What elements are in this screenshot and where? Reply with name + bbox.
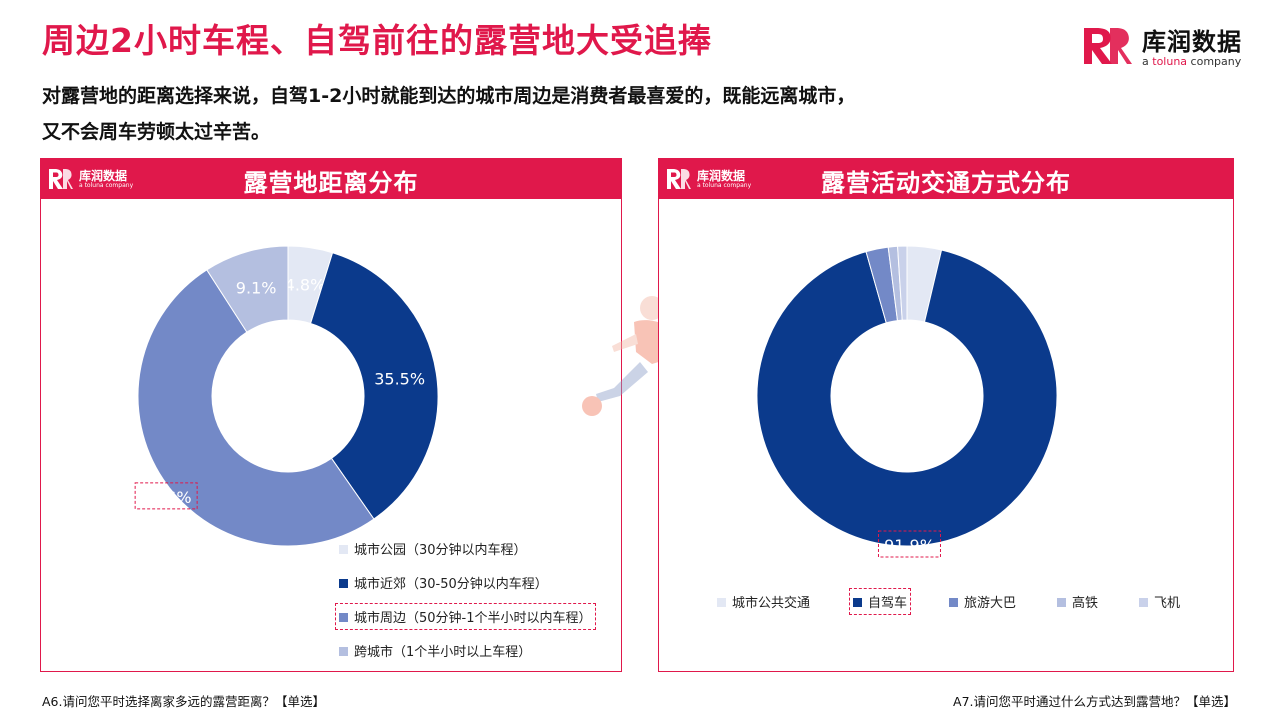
legend-item-2: 城市近郊（30-50分钟以内车程）	[339, 573, 548, 592]
legend-label: 城市公园（30分钟以内车程）	[354, 543, 527, 558]
distance-panel: 库润数据 a toluna company 露营地距离分布 4.8% 35.5% 5…	[40, 158, 622, 672]
legend-item-1: 城市公共交通	[717, 592, 810, 611]
legend-swatch	[717, 598, 726, 607]
legend-swatch	[949, 598, 958, 607]
transport-panel: 库润数据 a toluna company 露营活动交通方式分布 91.9% 城…	[658, 158, 1234, 672]
transport-panel-header: 库润数据 a toluna company 露营活动交通方式分布	[659, 159, 1233, 199]
transport-donut-chart: 91.9%	[756, 245, 1058, 558]
legend-swatch	[339, 579, 348, 588]
panel-mini-logo: 库润数据 a toluna company	[47, 167, 147, 191]
legend-label: 旅游大巴	[964, 596, 1017, 611]
legend-swatch	[1139, 598, 1148, 607]
logo-mark-icon	[1084, 28, 1132, 64]
footnote-left: A6.请问您平时选择离家多远的露营距离？【单选】	[42, 694, 325, 709]
legend-item-5: 飞机	[1139, 592, 1180, 611]
donut-slice-2	[756, 249, 1058, 547]
legend-item-4: 跨城市（1个半小时以上车程）	[339, 641, 531, 660]
logo-sub: a toluna company	[1142, 55, 1242, 68]
mini-logo-mark-icon	[49, 169, 73, 189]
panel-mini-logo: 库润数据 a toluna company	[665, 167, 765, 191]
transport-panel-title: 露营活动交通方式分布	[821, 169, 1071, 197]
footnote-right: A7.请问您平时通过什么方式达到露营地？【单选】	[953, 694, 1236, 709]
mini-logo-mark-icon	[667, 169, 691, 189]
distance-panel-header: 库润数据 a toluna company 露营地距离分布	[41, 159, 621, 199]
donut-slice-3	[137, 269, 375, 547]
donut-slice-2	[309, 252, 439, 520]
legend-label: 城市公共交通	[732, 596, 811, 611]
legend-item-3: 旅游大巴	[949, 592, 1016, 611]
legend-label: 跨城市（1个半小时以上车程）	[354, 645, 532, 660]
slice-value-label-2: 35.5%	[374, 370, 425, 389]
page-title: 周边2小时车程、自驾前往的露营地大受追捧	[42, 21, 712, 60]
donut-slice-5	[897, 245, 908, 321]
legend-label: 飞机	[1154, 596, 1181, 611]
donut-slice-4	[206, 245, 289, 333]
highlight-box	[134, 482, 198, 510]
legend-swatch	[853, 598, 862, 607]
distance-donut-chart: 4.8% 35.5% 50.6% 9.1%	[134, 245, 439, 547]
legend-label: 城市周边（50分钟-1个半小时以内车程）	[354, 611, 592, 626]
legend-item-4: 高铁	[1057, 592, 1098, 611]
logo-name: 库润数据	[1142, 28, 1242, 56]
subtitle-line-1: 对露营地的距离选择来说，自驾1-2小时就能到达的城市周边是消费者最喜爱的，既能远…	[42, 85, 856, 107]
legend-item-3: 城市周边（50分钟-1个半小时以内车程）	[335, 603, 596, 630]
slice-value-label-1: 4.8%	[285, 275, 326, 294]
legend-item-1: 城市公园（30分钟以内车程）	[339, 539, 527, 558]
legend-swatch	[339, 545, 348, 554]
legend-label: 自驾车	[868, 596, 908, 611]
slice-value-label-2: 91.9%	[884, 536, 935, 555]
slice-value-label-3: 50.6%	[141, 488, 192, 507]
legend-label: 城市近郊（30-50分钟以内车程）	[354, 577, 548, 592]
legend-swatch	[1057, 598, 1066, 607]
page-subtitle: 对露营地的距离选择来说，自驾1-2小时就能到达的城市周边是消费者最喜爱的，既能远…	[42, 78, 1102, 150]
distance-panel-title: 露营地距离分布	[243, 169, 419, 197]
brand-logo: 库润数据 a toluna company	[1080, 22, 1260, 70]
slice-value-label-4: 9.1%	[236, 279, 277, 298]
legend-item-2: 自驾车	[848, 588, 912, 615]
legend-swatch	[339, 647, 348, 656]
subtitle-line-2: 又不会周车劳顿太过辛苦。	[42, 121, 271, 143]
legend-swatch	[339, 613, 348, 622]
legend-label: 高铁	[1072, 596, 1099, 611]
